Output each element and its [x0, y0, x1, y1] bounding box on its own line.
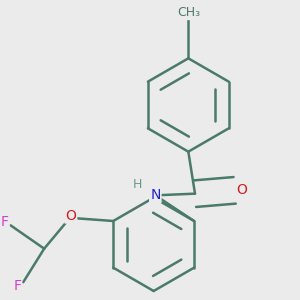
Text: F: F	[1, 215, 9, 229]
Text: O: O	[237, 183, 248, 197]
Text: CH₃: CH₃	[177, 6, 200, 19]
Text: N: N	[150, 188, 160, 202]
Text: H: H	[132, 178, 142, 191]
Text: F: F	[13, 279, 21, 292]
Text: O: O	[65, 209, 76, 223]
